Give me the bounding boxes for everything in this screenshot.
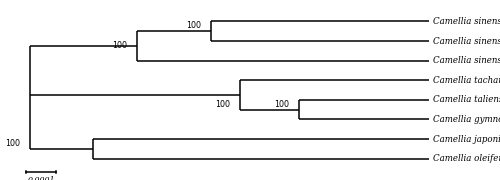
Text: Camellia sinensis var. assamica: MK353211: Camellia sinensis var. assamica: MK35321… [433, 17, 500, 26]
Text: 100: 100 [112, 41, 128, 50]
Text: 0.0001: 0.0001 [28, 176, 55, 180]
Text: Camellia taliensis: KF156839: Camellia taliensis: KF156839 [433, 95, 500, 104]
Text: Camellia tachangensis: MN327576: Camellia tachangensis: MN327576 [433, 76, 500, 85]
Text: 100: 100 [216, 100, 230, 109]
Text: Camellia japonica: MK353211: Camellia japonica: MK353211 [433, 134, 500, 143]
Text: 100: 100 [4, 139, 20, 148]
Text: 100: 100 [274, 100, 289, 109]
Text: Camellia sinensis var. pubilimba: KJ806280: Camellia sinensis var. pubilimba: KJ8062… [433, 56, 500, 65]
Text: Camellia sinensis: KJ996106: Camellia sinensis: KJ996106 [433, 37, 500, 46]
Text: Camellia oleifera: MF541730: Camellia oleifera: MF541730 [433, 154, 500, 163]
Text: 100: 100 [186, 21, 201, 30]
Text: Camellia gymnogyna: MH394406: Camellia gymnogyna: MH394406 [433, 115, 500, 124]
